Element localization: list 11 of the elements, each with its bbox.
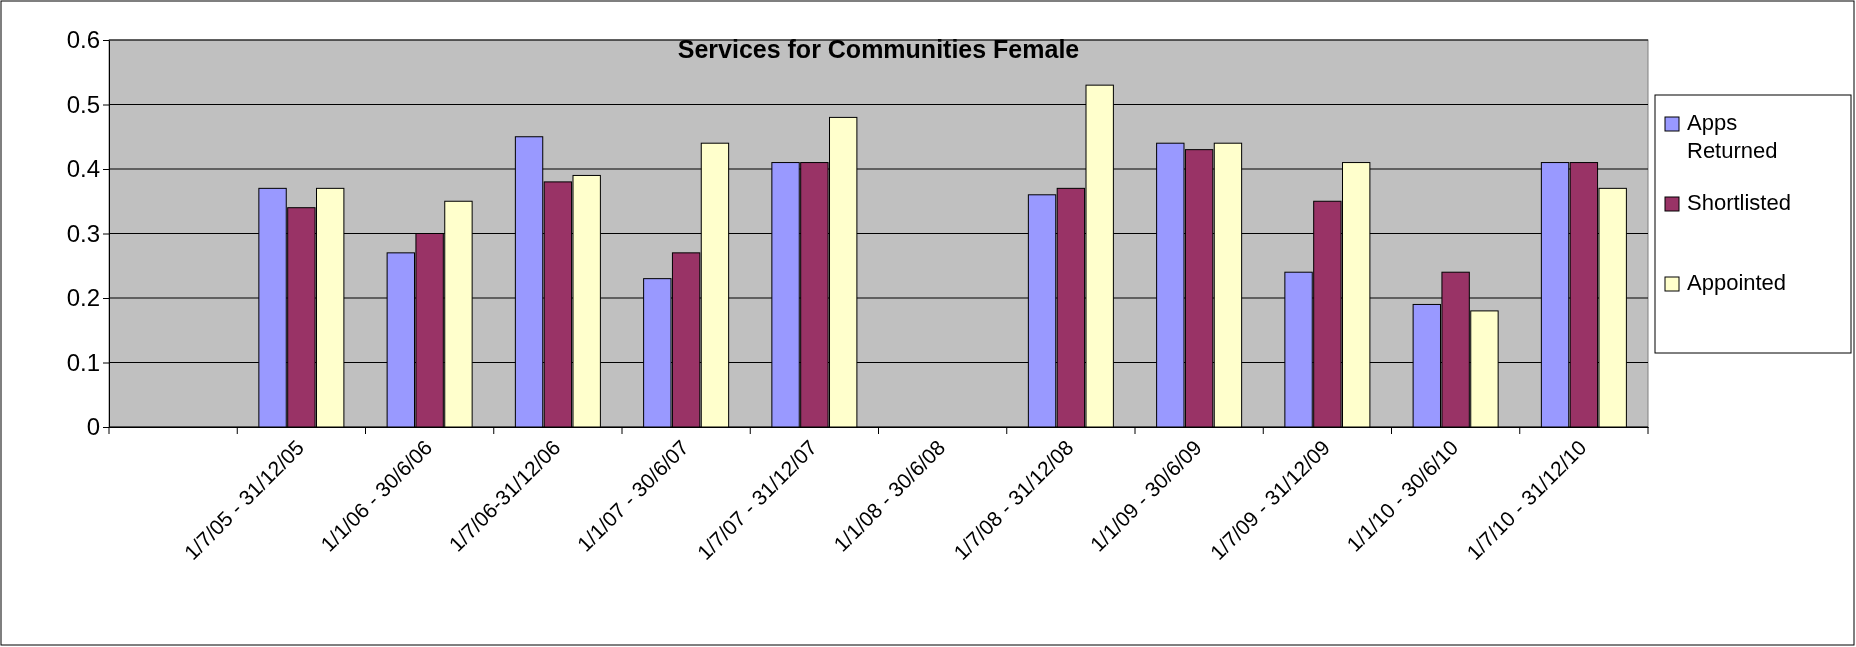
y-tick-label: 0 bbox=[86, 413, 100, 441]
legend-label: Shortlisted bbox=[1687, 190, 1791, 215]
y-tick-label: 0.3 bbox=[66, 219, 100, 247]
y-tick-label: 0.1 bbox=[66, 348, 100, 376]
legend-label: Apps Returned bbox=[1687, 110, 1778, 163]
y-tick-label: 0.4 bbox=[66, 155, 100, 183]
y-tick-label: 0.2 bbox=[66, 284, 100, 312]
chart-title: Services for Communities Female bbox=[677, 35, 1080, 63]
legend-label: Appointed bbox=[1687, 270, 1787, 295]
y-tick-label: 0.5 bbox=[66, 90, 100, 118]
y-tick-label: 0.6 bbox=[66, 26, 100, 54]
